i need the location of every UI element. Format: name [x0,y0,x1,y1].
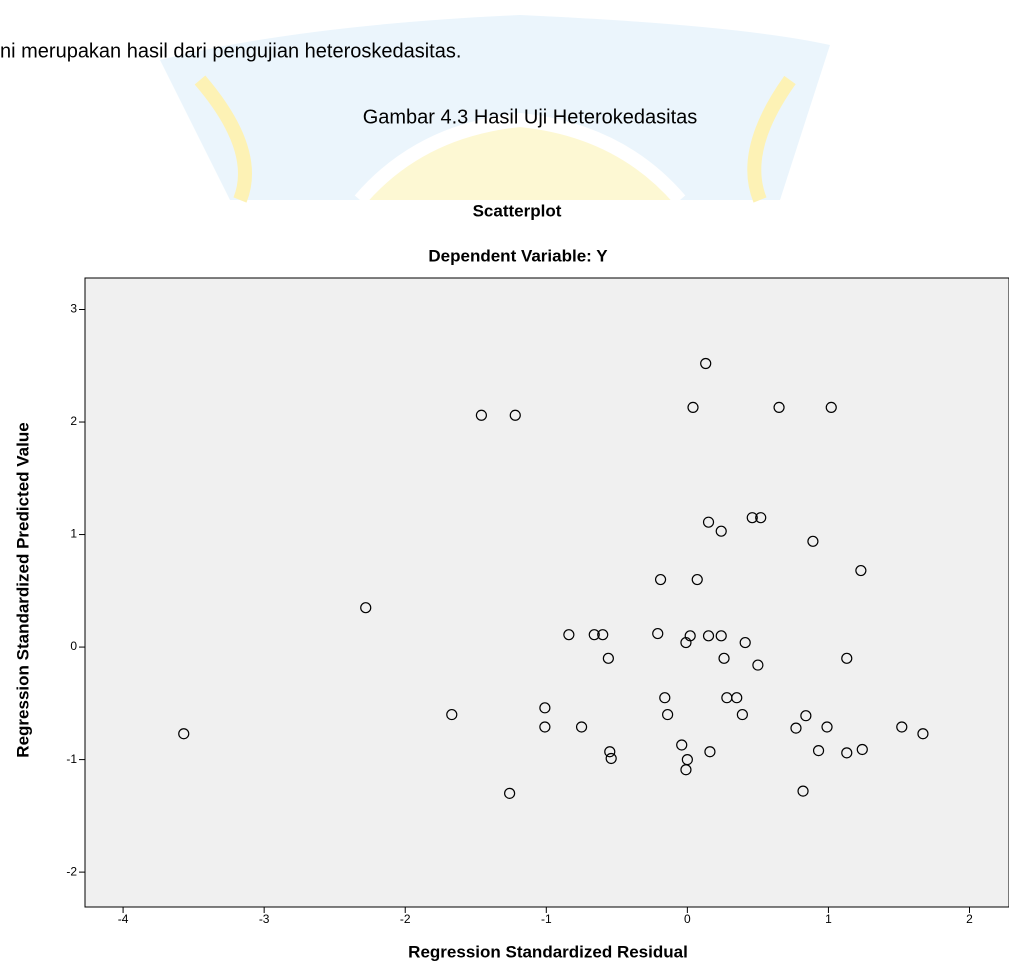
x-tick-label: 2 [966,912,973,926]
x-tick-label: 0 [684,912,691,926]
y-tick-label: 3 [70,302,77,316]
y-tick-label: 1 [70,527,77,541]
y-tick-label: 2 [70,414,77,428]
page: ni merupakan hasil dari pengujian hetero… [0,0,1009,978]
x-axis-label: Regression Standardized Residual [408,942,688,961]
y-axis-label: Regression Standardized Predicted Value [13,422,32,757]
y-tick-label: -2 [66,864,77,878]
x-tick-label: -2 [400,912,411,926]
x-tick-label: -1 [541,912,552,926]
chart-subtitle: Dependent Variable: Y [428,246,608,265]
x-tick-label: -3 [259,912,270,926]
chart-title: Scatterplot [473,201,562,220]
y-tick-label: -1 [66,752,77,766]
figure-caption: Gambar 4.3 Hasil Uji Heterokedasitas [363,106,698,128]
plot-area [85,278,1009,907]
x-tick-label: -4 [118,912,129,926]
body-text: ni merupakan hasil dari pengujian hetero… [0,40,461,62]
x-tick-label: 1 [825,912,832,926]
y-tick-label: 0 [70,639,77,653]
